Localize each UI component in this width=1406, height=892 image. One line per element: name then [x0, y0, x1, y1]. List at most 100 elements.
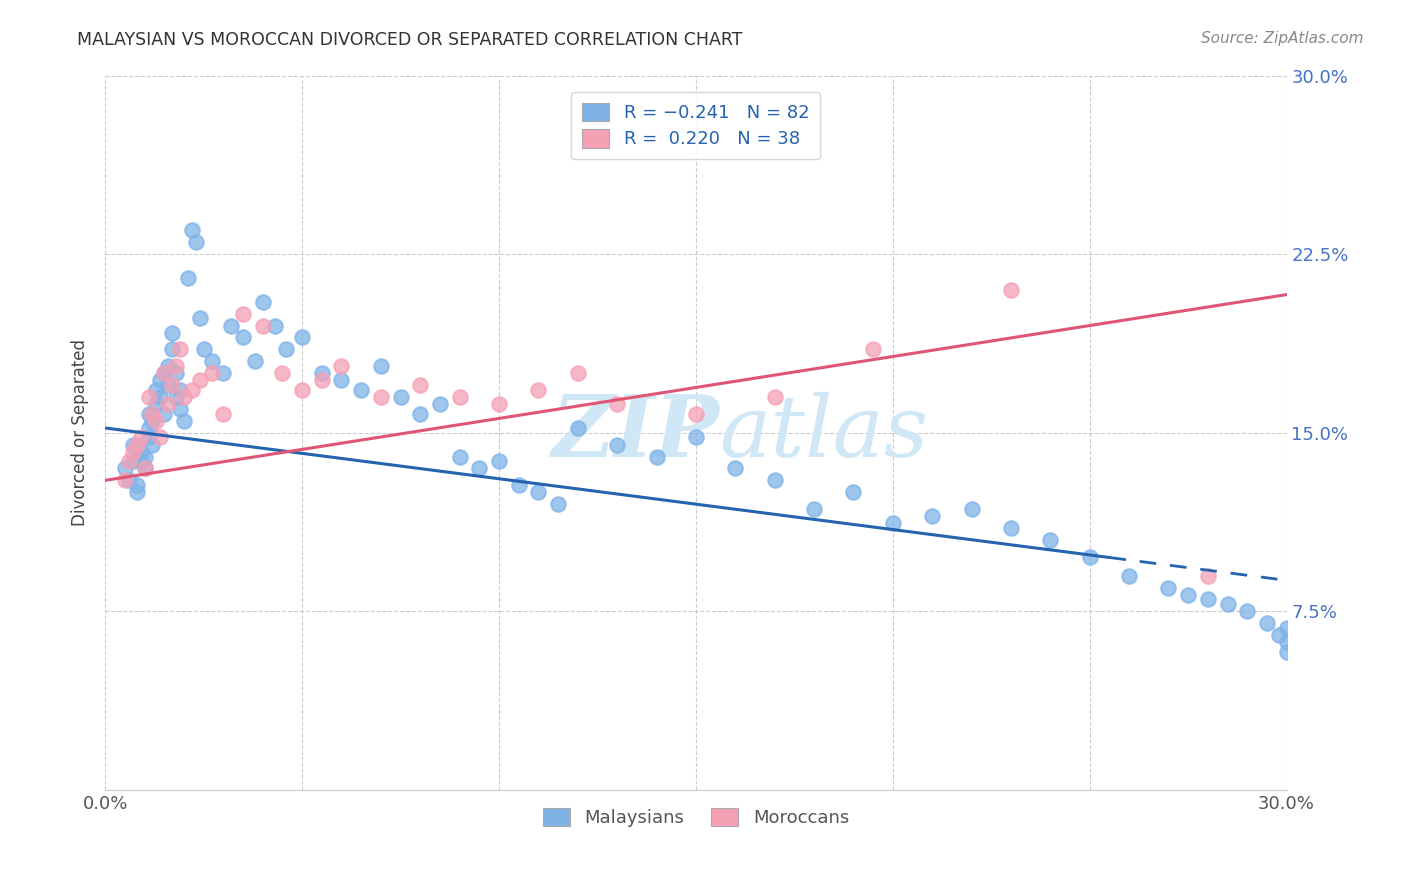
Text: Source: ZipAtlas.com: Source: ZipAtlas.com: [1201, 31, 1364, 46]
Point: [862, 343, 884, 357]
Point: [180, 223, 202, 237]
Point: [488, 397, 510, 411]
Point: [527, 383, 550, 397]
Point: [606, 397, 628, 411]
Point: [121, 437, 143, 451]
Point: [177, 271, 200, 285]
Point: [370, 359, 392, 373]
Text: atlas: atlas: [720, 392, 928, 474]
Point: [960, 502, 983, 516]
Point: [842, 485, 865, 500]
Point: [685, 430, 707, 444]
Point: [141, 414, 163, 428]
Point: [1256, 616, 1278, 631]
Point: [330, 359, 353, 373]
Point: [121, 454, 143, 468]
Point: [567, 421, 589, 435]
Point: [350, 383, 373, 397]
Point: [157, 359, 180, 373]
Point: [141, 407, 163, 421]
Point: [160, 378, 183, 392]
Point: [232, 307, 254, 321]
Point: [409, 378, 432, 392]
Point: [129, 430, 152, 444]
Point: [1157, 581, 1180, 595]
Point: [243, 354, 266, 368]
Point: [1118, 568, 1140, 582]
Point: [169, 343, 191, 357]
Point: [488, 454, 510, 468]
Point: [134, 461, 156, 475]
Point: [153, 407, 176, 421]
Point: [1275, 645, 1298, 659]
Point: [763, 474, 786, 488]
Point: [370, 390, 392, 404]
Point: [134, 450, 156, 464]
Point: [468, 461, 491, 475]
Point: [165, 366, 187, 380]
Point: [184, 235, 207, 250]
Point: [153, 366, 176, 380]
Point: [1275, 635, 1298, 649]
Point: [149, 373, 172, 387]
Point: [134, 461, 156, 475]
Point: [138, 407, 160, 421]
Point: [1275, 621, 1298, 635]
Point: [212, 366, 235, 380]
Point: [149, 390, 172, 404]
Point: [449, 390, 471, 404]
Point: [263, 318, 285, 333]
Point: [1000, 283, 1022, 297]
Point: [188, 311, 211, 326]
Point: [291, 330, 314, 344]
Y-axis label: Divorced or Separated: Divorced or Separated: [72, 339, 89, 526]
Point: [157, 397, 180, 411]
Point: [882, 516, 904, 531]
Point: [138, 421, 160, 435]
Point: [157, 378, 180, 392]
Point: [180, 383, 202, 397]
Point: [724, 461, 747, 475]
Point: [252, 294, 274, 309]
Point: [200, 354, 222, 368]
Point: [138, 430, 160, 444]
Point: [173, 390, 195, 404]
Point: [219, 318, 242, 333]
Point: [125, 437, 148, 451]
Point: [547, 497, 569, 511]
Point: [252, 318, 274, 333]
Point: [114, 474, 136, 488]
Point: [169, 383, 191, 397]
Point: [409, 407, 432, 421]
Point: [567, 366, 589, 380]
Point: [1216, 597, 1239, 611]
Point: [276, 343, 298, 357]
Point: [921, 509, 943, 524]
Point: [145, 414, 167, 428]
Point: [1039, 533, 1062, 547]
Legend: Malaysians, Moroccans: Malaysians, Moroccans: [536, 801, 856, 835]
Point: [1078, 549, 1101, 564]
Point: [763, 390, 786, 404]
Point: [527, 485, 550, 500]
Point: [118, 474, 141, 488]
Point: [118, 454, 141, 468]
Point: [1197, 568, 1219, 582]
Point: [188, 373, 211, 387]
Point: [149, 430, 172, 444]
Point: [449, 450, 471, 464]
Point: [125, 485, 148, 500]
Point: [165, 359, 187, 373]
Point: [212, 407, 235, 421]
Point: [165, 390, 187, 404]
Point: [429, 397, 451, 411]
Point: [606, 437, 628, 451]
Point: [145, 397, 167, 411]
Point: [129, 444, 152, 458]
Text: ZIP: ZIP: [551, 391, 720, 475]
Point: [200, 366, 222, 380]
Point: [193, 343, 215, 357]
Point: [173, 414, 195, 428]
Point: [389, 390, 412, 404]
Text: MALAYSIAN VS MOROCCAN DIVORCED OR SEPARATED CORRELATION CHART: MALAYSIAN VS MOROCCAN DIVORCED OR SEPARA…: [77, 31, 742, 49]
